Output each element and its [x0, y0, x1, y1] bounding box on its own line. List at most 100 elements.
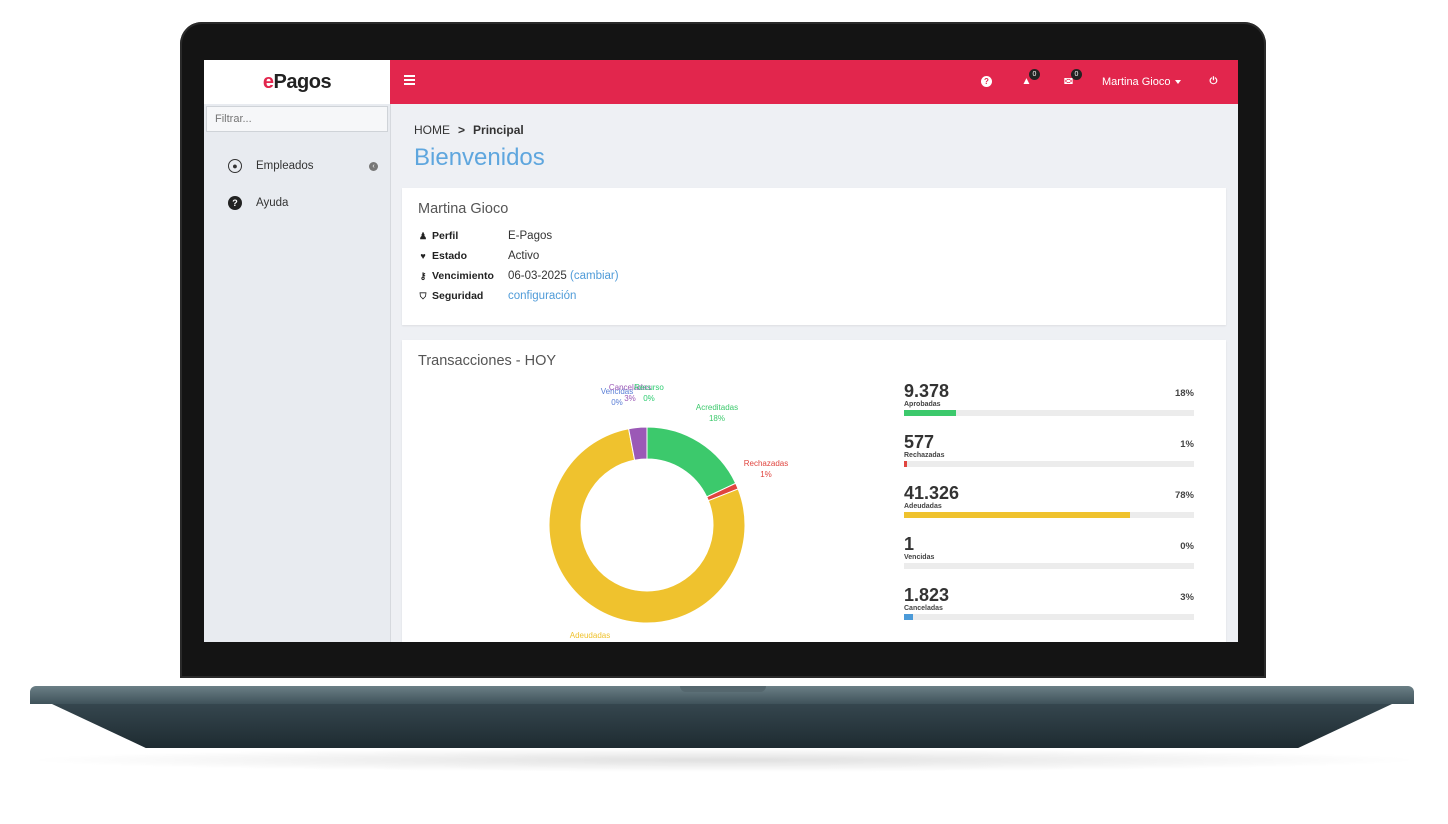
transactions-title: Transacciones - HOY [418, 353, 557, 369]
stat-canceladas: 1.823 Canceladas 3% [904, 586, 1194, 620]
sidebar-item-ayuda[interactable]: ? Ayuda [228, 196, 378, 210]
help-circle-icon: ? [228, 196, 242, 210]
logo-prefix: e [262, 70, 274, 93]
slice-canceladas[interactable] [628, 426, 648, 461]
slice-label-vencidas: Vencidas [601, 387, 633, 396]
seguridad-label: Seguridad [432, 290, 484, 302]
envelope-icon: ✉ [1063, 76, 1074, 88]
slice-percent-recurso: 0% [643, 394, 655, 403]
stat-percent: 0% [1180, 541, 1194, 552]
messages-button[interactable]: ✉ 0 [1062, 69, 1082, 88]
configuracion-link[interactable]: configuración [508, 290, 577, 302]
messages-badge: 0 [1071, 69, 1082, 80]
stat-percent: 18% [1174, 388, 1194, 399]
transactions-donut-chart: Acreditadas 18% Rechazadas 1% Adeudadas Venci… [548, 383, 788, 640]
sidebar-item-empleados[interactable]: ● Empleados ‹ [228, 159, 378, 173]
heart-icon: ♥ [420, 251, 426, 261]
breadcrumb: HOME > Principal [414, 123, 524, 137]
slice-label-adeudadas: Adeudadas [570, 631, 610, 640]
stat-percent: 3% [1180, 592, 1194, 603]
breadcrumb-separator: > [458, 123, 466, 137]
alerts-button[interactable]: ▲ 0 [1020, 69, 1040, 88]
laptop-base [30, 686, 1414, 704]
stat-label: Adeudadas [904, 503, 942, 510]
profile-row-estado: ♥ Estado Activo [418, 250, 539, 262]
user-name: Martina Gioco [1102, 76, 1171, 88]
stat-label: Canceladas [904, 605, 943, 612]
estado-label: Estado [432, 250, 468, 262]
logo-suffix: Pagos [273, 70, 332, 93]
stat-progress-fill [904, 461, 907, 467]
profile-card: Martina Gioco ♟ Perfil E-Pagos ♥ Estado Ac… [402, 188, 1226, 325]
stat-aprobadas: 9.378 Aprobadas 18% [904, 382, 1194, 416]
vencimiento-value: 06-03-2025 [508, 270, 567, 282]
user-circle-icon: ● [228, 159, 242, 173]
estado-value: Activo [508, 250, 540, 262]
stat-progress-track [904, 614, 1194, 620]
stat-value: 577 [904, 432, 935, 452]
stat-adeudadas: 41.326 Adeudadas 78% [904, 484, 1194, 518]
slice-label-canceladas: Canceladas [609, 383, 651, 392]
stat-percent: 1% [1180, 439, 1194, 450]
logo[interactable]: e Pagos [204, 60, 390, 104]
profile-name: Martina Gioco [418, 201, 509, 217]
stat-label: Rechazadas [904, 452, 945, 459]
stat-progress-track [904, 512, 1194, 518]
cambiar-link[interactable]: (cambiar) [570, 270, 619, 282]
perfil-value: E-Pagos [508, 230, 553, 242]
stat-value: 1.823 [904, 585, 950, 605]
sidebar-item-label: Empleados [256, 160, 314, 172]
laptop-notch [680, 686, 766, 692]
shield-icon: ⛉ [419, 290, 427, 301]
key-icon: ⚷ [419, 270, 427, 281]
alerts-badge: 0 [1029, 69, 1040, 80]
stat-label: Aprobadas [904, 401, 941, 408]
user-menu[interactable]: Martina Gioco [1102, 76, 1182, 88]
stat-rechazadas: 577 Rechazadas 1% [904, 433, 1194, 467]
transactions-card: Transacciones - HOY Acreditadas 18% Rechaz… [402, 340, 1226, 642]
stat-label: Vencidas [904, 554, 935, 561]
stat-progress-fill [904, 614, 913, 620]
perfil-label: Perfil [432, 230, 459, 242]
hamburger-icon[interactable] [404, 75, 415, 87]
profile-row-seguridad: ⛉ Seguridad configuración [418, 290, 577, 302]
stat-value: 9.378 [904, 381, 950, 401]
breadcrumb-home[interactable]: HOME [414, 123, 450, 137]
laptop-base-bottom [52, 704, 1392, 748]
topbar: ? ▲ 0 ✉ 0 Martina Gioco ⏻ [390, 60, 1238, 104]
slice-percent-vencidas: 0% [611, 398, 623, 407]
slice-acreditadas[interactable] [646, 426, 737, 498]
slice-percent-acreditadas: 18% [709, 414, 725, 423]
floor-shadow [20, 748, 1428, 772]
slice-percent-canceladas: 3% [624, 394, 636, 403]
page-title: Bienvenidos [414, 144, 545, 171]
stat-progress-track [904, 410, 1194, 416]
stat-value: 1 [904, 534, 915, 554]
slice-label-recurso: Recurso [634, 383, 664, 392]
vencimiento-label: Vencimiento [432, 270, 494, 282]
profile-row-perfil: ♟ Perfil E-Pagos [418, 230, 552, 242]
filter-input[interactable] [206, 106, 388, 132]
breadcrumb-current: Principal [473, 123, 524, 137]
stat-progress-fill [904, 512, 1131, 518]
slice-percent-rechazadas: 1% [760, 470, 772, 479]
slice-label-acreditadas: Acreditadas [696, 403, 738, 412]
caret-down-icon [1175, 80, 1182, 85]
stat-vencidas: 1 Vencidas 0% [904, 535, 1194, 569]
profile-row-vencimiento: ⚷ Vencimiento 06-03-2025 (cambiar) [418, 270, 619, 282]
stat-progress-fill [904, 410, 957, 416]
warning-icon: ▲ [1021, 76, 1032, 87]
stat-value: 41.326 [904, 483, 960, 503]
slice-adeudadas[interactable] [548, 428, 746, 624]
stat-percent: 78% [1174, 490, 1194, 501]
chevron-left-icon: ‹ [369, 161, 378, 171]
help-icon[interactable]: ? [980, 75, 993, 88]
power-icon[interactable]: ⏻ [1209, 76, 1218, 87]
stat-progress-track [904, 461, 1194, 467]
sidebar-item-label: Ayuda [256, 197, 289, 209]
slice-label-rechazadas: Rechazadas [744, 459, 788, 468]
stat-progress-track [904, 563, 1194, 569]
user-icon: ♟ [418, 230, 428, 241]
